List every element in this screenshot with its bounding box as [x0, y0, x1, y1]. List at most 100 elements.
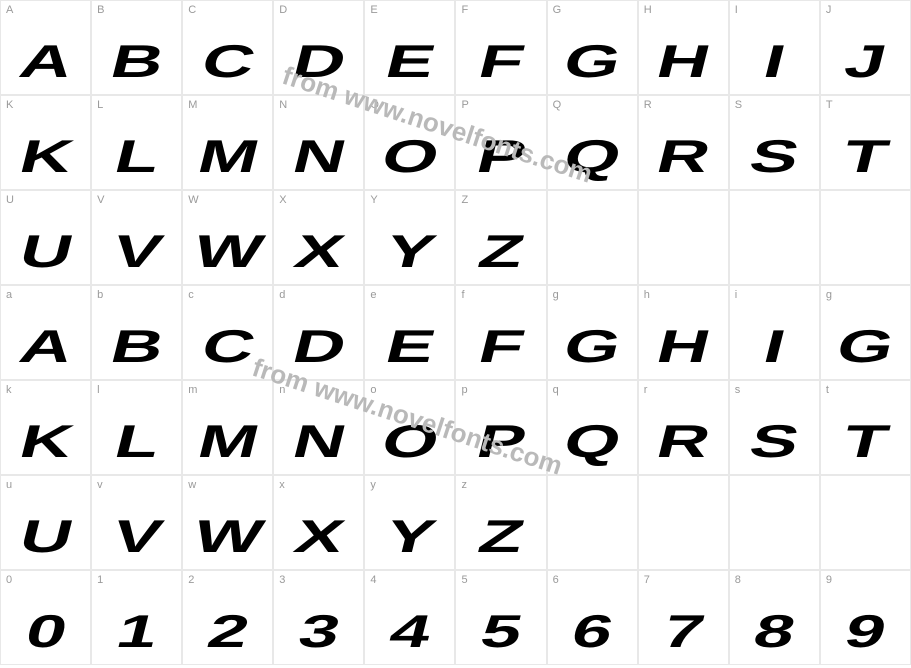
glyph-cell: wW — [182, 475, 273, 570]
cell-label: i — [735, 289, 737, 301]
cell-glyph: R — [652, 129, 715, 183]
cell-glyph: O — [376, 129, 443, 183]
cell-label: B — [97, 4, 104, 16]
glyph-cell: SS — [729, 95, 820, 190]
glyph-cell: RR — [638, 95, 729, 190]
cell-label: N — [279, 99, 287, 111]
cell-label: 8 — [735, 574, 741, 586]
glyph-cell — [547, 475, 638, 570]
cell-label: v — [97, 479, 103, 491]
cell-label: f — [461, 289, 464, 301]
character-grid: AABBCCDDEEFFGGHHIIJJKKLLMMNNOOPPQQRRSSTT… — [0, 0, 911, 665]
cell-glyph: U — [14, 509, 77, 563]
glyph-cell — [820, 190, 911, 285]
glyph-cell: vV — [91, 475, 182, 570]
cell-glyph: W — [188, 509, 267, 563]
cell-glyph: 7 — [657, 604, 709, 658]
cell-glyph: 6 — [566, 604, 618, 658]
cell-label: S — [735, 99, 742, 111]
cell-glyph: 2 — [202, 604, 254, 658]
cell-glyph: N — [287, 414, 350, 468]
cell-label: h — [644, 289, 650, 301]
glyph-cell: ZZ — [455, 190, 546, 285]
cell-label: u — [6, 479, 12, 491]
glyph-cell: 66 — [547, 570, 638, 665]
cell-glyph: 5 — [475, 604, 527, 658]
cell-glyph: A — [14, 319, 77, 373]
cell-label: d — [279, 289, 285, 301]
cell-glyph: H — [652, 34, 715, 88]
glyph-cell: II — [729, 0, 820, 95]
glyph-cell: BB — [91, 0, 182, 95]
cell-label: A — [6, 4, 13, 16]
glyph-cell: DD — [273, 0, 364, 95]
glyph-cell: UU — [0, 190, 91, 285]
cell-glyph: F — [473, 319, 528, 373]
glyph-cell: 11 — [91, 570, 182, 665]
glyph-cell: 33 — [273, 570, 364, 665]
glyph-cell: WW — [182, 190, 273, 285]
cell-label: l — [97, 384, 99, 396]
cell-glyph: H — [652, 319, 715, 373]
cell-glyph: M — [192, 414, 263, 468]
cell-glyph: R — [652, 414, 715, 468]
cell-label: x — [279, 479, 285, 491]
cell-glyph: C — [196, 34, 259, 88]
glyph-cell: KK — [0, 95, 91, 190]
cell-label: Y — [370, 194, 377, 206]
glyph-cell: hH — [638, 285, 729, 380]
glyph-cell — [820, 475, 911, 570]
cell-glyph: A — [14, 34, 77, 88]
glyph-cell — [729, 475, 820, 570]
cell-label: a — [6, 289, 12, 301]
cell-glyph: V — [107, 224, 166, 278]
cell-glyph: 4 — [384, 604, 436, 658]
cell-glyph: 8 — [749, 604, 801, 658]
cell-label: g — [826, 289, 832, 301]
glyph-cell: AA — [0, 0, 91, 95]
glyph-cell — [638, 190, 729, 285]
glyph-cell: 55 — [455, 570, 546, 665]
cell-label: e — [370, 289, 376, 301]
glyph-cell: dD — [273, 285, 364, 380]
glyph-cell: 00 — [0, 570, 91, 665]
glyph-cell — [729, 190, 820, 285]
cell-label: G — [553, 4, 562, 16]
glyph-cell: qQ — [547, 380, 638, 475]
cell-glyph: I — [758, 319, 790, 373]
glyph-cell: fF — [455, 285, 546, 380]
cell-label: Z — [461, 194, 468, 206]
glyph-cell: YY — [364, 190, 455, 285]
cell-label: W — [188, 194, 198, 206]
cell-label: C — [188, 4, 196, 16]
glyph-cell: mM — [182, 380, 273, 475]
cell-label: J — [826, 4, 832, 16]
glyph-cell: 22 — [182, 570, 273, 665]
cell-glyph: I — [758, 34, 790, 88]
cell-label: 9 — [826, 574, 832, 586]
cell-label: U — [6, 194, 14, 206]
cell-label: M — [188, 99, 197, 111]
cell-label: K — [6, 99, 13, 111]
cell-glyph: 3 — [293, 604, 345, 658]
glyph-cell: nN — [273, 380, 364, 475]
glyph-cell: OO — [364, 95, 455, 190]
cell-label: c — [188, 289, 194, 301]
cell-label: 0 — [6, 574, 12, 586]
cell-glyph: F — [473, 34, 528, 88]
cell-label: z — [461, 479, 467, 491]
cell-glyph: T — [838, 129, 893, 183]
cell-glyph: U — [14, 224, 77, 278]
glyph-cell: 77 — [638, 570, 729, 665]
cell-glyph: Y — [380, 509, 439, 563]
cell-glyph: K — [14, 414, 77, 468]
cell-glyph: C — [196, 319, 259, 373]
cell-label: 2 — [188, 574, 194, 586]
cell-label: Q — [553, 99, 562, 111]
glyph-cell: lL — [91, 380, 182, 475]
cell-label: 4 — [370, 574, 376, 586]
cell-glyph: D — [287, 34, 350, 88]
glyph-cell: MM — [182, 95, 273, 190]
cell-glyph: P — [471, 414, 530, 468]
cell-label: r — [644, 384, 648, 396]
